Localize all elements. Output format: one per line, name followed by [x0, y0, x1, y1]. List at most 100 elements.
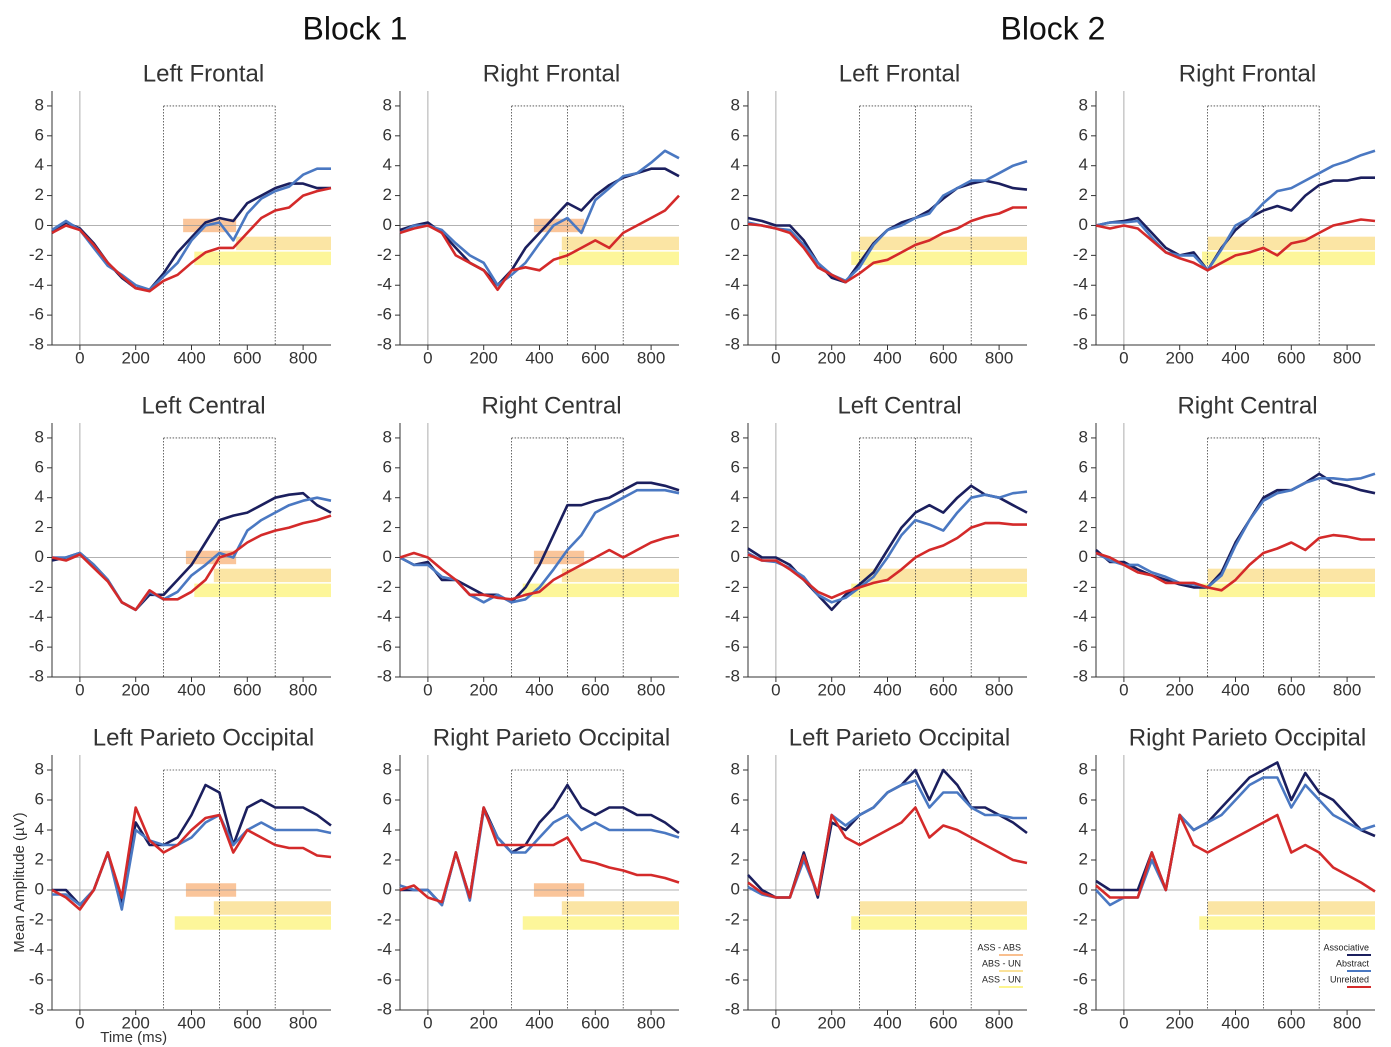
x-tick-label: 600: [929, 1013, 957, 1032]
significance-band: [859, 236, 1027, 251]
significance-band: [213, 901, 331, 915]
x-tick-label: 200: [122, 1013, 150, 1032]
erp-line: [51, 806, 332, 911]
x-tick-label: 800: [985, 680, 1013, 699]
x-tick-label: 600: [1277, 680, 1305, 699]
panel-title: Right Frontal: [483, 60, 620, 87]
panel-title: Left Central: [837, 392, 961, 419]
panel-title: Right Central: [1177, 392, 1317, 419]
erp-line: [399, 488, 680, 604]
x-tick-label: 400: [1221, 1013, 1249, 1032]
erp-line: [399, 481, 680, 604]
x-tick-label: 400: [873, 348, 901, 367]
y-tick-label: -8: [1073, 999, 1088, 1018]
y-tick-label: 2: [1079, 517, 1088, 536]
legend-label: ABS - UN: [982, 958, 1021, 968]
y-tick-label: -6: [1073, 305, 1088, 324]
y-tick-label: 0: [383, 547, 392, 566]
erp-line: [747, 768, 1028, 899]
y-tick-label: 2: [383, 849, 392, 868]
x-tick-label: 600: [1277, 1013, 1305, 1032]
y-tick-label: 8: [731, 427, 740, 446]
y-tick-label: -6: [377, 969, 392, 988]
x-tick-label: 400: [177, 1013, 205, 1032]
y-tick-label: 6: [383, 789, 392, 808]
y-tick-label: 8: [35, 95, 44, 114]
y-tick-label: -4: [1073, 607, 1088, 626]
y-tick-label: 6: [731, 789, 740, 808]
y-tick-label: 4: [731, 487, 740, 506]
x-tick-label: 400: [525, 348, 553, 367]
erp-line: [747, 490, 1028, 604]
erp-line: [399, 194, 680, 291]
y-tick-label: -2: [29, 909, 44, 928]
y-tick-label: 2: [35, 849, 44, 868]
y-tick-label: 0: [383, 879, 392, 898]
y-tick-label: -8: [29, 999, 44, 1018]
y-tick-label: 6: [35, 457, 44, 476]
y-tick-label: 2: [35, 185, 44, 204]
y-tick-label: 8: [731, 95, 740, 114]
x-tick-label: 600: [581, 1013, 609, 1032]
x-tick-label: 600: [233, 348, 261, 367]
x-tick-label: 800: [289, 680, 317, 699]
x-tick-label: 0: [423, 348, 432, 367]
y-tick-label: -8: [377, 666, 392, 685]
y-tick-label: -6: [29, 637, 44, 656]
y-tick-label: -4: [29, 939, 44, 958]
y-tick-label: -2: [725, 577, 740, 596]
y-tick-label: -6: [29, 305, 44, 324]
y-tick-label: 2: [731, 849, 740, 868]
y-tick-label: -4: [725, 275, 740, 294]
x-tick-label: 800: [1333, 1013, 1361, 1032]
y-tick-label: -8: [377, 334, 392, 353]
y-tick-label: 0: [731, 547, 740, 566]
y-tick-label: 0: [1079, 879, 1088, 898]
y-tick-label: 2: [1079, 185, 1088, 204]
y-tick-label: -2: [1073, 909, 1088, 928]
y-tick-label: -6: [725, 969, 740, 988]
panel-title: Left Central: [141, 392, 265, 419]
y-tick-label: -4: [377, 939, 392, 958]
y-tick-label: 8: [383, 95, 392, 114]
significance-band: [859, 901, 1027, 915]
significance-band: [194, 251, 331, 266]
legend-label: Abstract: [1336, 958, 1370, 968]
y-tick-label: -6: [377, 305, 392, 324]
y-tick-label: 4: [731, 155, 740, 174]
y-tick-label: 6: [731, 457, 740, 476]
y-tick-label: -8: [725, 334, 740, 353]
erp-line: [51, 186, 332, 293]
significance-band: [561, 236, 679, 251]
x-tick-label: 0: [771, 348, 780, 367]
y-tick-label: 8: [383, 759, 392, 778]
y-tick-label: 2: [383, 517, 392, 536]
y-tick-label: 4: [1079, 819, 1088, 838]
y-tick-label: 4: [731, 819, 740, 838]
y-tick-label: -2: [29, 245, 44, 264]
erp-line: [747, 779, 1027, 899]
y-tick-label: -2: [725, 245, 740, 264]
erp-line: [1095, 218, 1376, 272]
y-tick-label: 0: [35, 547, 44, 566]
x-tick-label: 200: [470, 1013, 498, 1032]
x-tick-label: 0: [423, 680, 432, 699]
y-tick-label: 2: [731, 517, 740, 536]
x-tick-label: 200: [818, 1013, 846, 1032]
erp-line: [1095, 472, 1376, 589]
y-tick-label: 0: [35, 215, 44, 234]
x-tick-label: 0: [75, 348, 84, 367]
significance-band: [1207, 901, 1375, 915]
y-tick-label: 4: [383, 819, 392, 838]
y-tick-label: 4: [383, 487, 392, 506]
y-tick-label: -2: [377, 245, 392, 264]
x-tick-label: 0: [75, 680, 84, 699]
y-tick-label: 0: [1079, 547, 1088, 566]
erp-line: [1095, 776, 1376, 907]
y-tick-label: -6: [1073, 637, 1088, 656]
significance-band: [561, 901, 679, 915]
erp-line: [52, 496, 332, 612]
y-tick-label: 0: [383, 215, 392, 234]
erp-line: [399, 533, 680, 601]
